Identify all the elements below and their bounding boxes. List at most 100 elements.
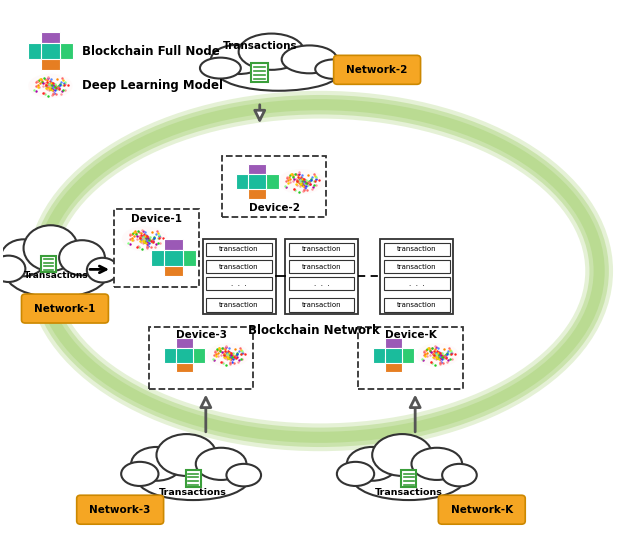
FancyBboxPatch shape (41, 43, 60, 59)
Ellipse shape (28, 74, 72, 98)
Ellipse shape (136, 456, 250, 500)
Ellipse shape (200, 57, 241, 79)
Ellipse shape (24, 225, 78, 271)
FancyBboxPatch shape (177, 249, 196, 266)
FancyBboxPatch shape (252, 63, 268, 82)
Ellipse shape (227, 464, 261, 486)
FancyBboxPatch shape (333, 55, 420, 85)
Text: Transactions: Transactions (223, 41, 297, 51)
FancyBboxPatch shape (206, 298, 272, 312)
Ellipse shape (372, 434, 432, 476)
Ellipse shape (442, 464, 477, 486)
Text: Device-K: Device-K (385, 331, 436, 340)
FancyBboxPatch shape (54, 43, 73, 59)
FancyBboxPatch shape (289, 277, 355, 291)
Text: Network-K: Network-K (451, 505, 513, 515)
FancyBboxPatch shape (236, 174, 254, 189)
FancyBboxPatch shape (206, 277, 272, 291)
FancyBboxPatch shape (41, 54, 60, 69)
FancyBboxPatch shape (380, 239, 453, 314)
Text: transaction: transaction (302, 302, 341, 308)
FancyBboxPatch shape (41, 256, 56, 272)
FancyBboxPatch shape (358, 327, 463, 389)
Ellipse shape (347, 447, 397, 481)
FancyBboxPatch shape (164, 260, 183, 276)
Text: Blockchain Network: Blockchain Network (248, 324, 380, 337)
FancyBboxPatch shape (203, 239, 276, 314)
Text: Deep Learning Model: Deep Learning Model (82, 80, 223, 93)
FancyBboxPatch shape (289, 243, 355, 256)
FancyBboxPatch shape (151, 249, 170, 266)
Text: .  .  .: . . . (314, 281, 330, 287)
Text: Blockchain Full Node: Blockchain Full Node (82, 44, 220, 57)
Ellipse shape (282, 46, 337, 73)
FancyBboxPatch shape (175, 347, 193, 363)
FancyBboxPatch shape (289, 260, 355, 273)
FancyBboxPatch shape (164, 239, 183, 255)
Ellipse shape (337, 462, 374, 486)
FancyBboxPatch shape (164, 347, 181, 363)
Text: .  .  .: . . . (231, 281, 247, 287)
FancyBboxPatch shape (285, 239, 358, 314)
FancyBboxPatch shape (248, 184, 266, 199)
Ellipse shape (207, 343, 250, 367)
FancyBboxPatch shape (438, 495, 525, 524)
Ellipse shape (131, 447, 182, 481)
Ellipse shape (278, 169, 324, 194)
Text: .  .  .: . . . (409, 281, 424, 287)
Ellipse shape (1, 240, 47, 276)
Text: transaction: transaction (397, 302, 436, 308)
Text: transaction: transaction (397, 263, 436, 269)
Ellipse shape (316, 60, 353, 79)
Text: transaction: transaction (220, 302, 259, 308)
FancyBboxPatch shape (384, 260, 449, 273)
Text: transaction: transaction (302, 263, 341, 269)
Ellipse shape (0, 256, 26, 282)
Ellipse shape (156, 434, 216, 476)
Ellipse shape (412, 448, 462, 480)
FancyBboxPatch shape (114, 209, 200, 287)
FancyBboxPatch shape (384, 298, 449, 312)
FancyBboxPatch shape (248, 174, 266, 189)
Ellipse shape (352, 456, 465, 500)
Ellipse shape (416, 343, 459, 367)
FancyBboxPatch shape (22, 294, 108, 323)
FancyBboxPatch shape (41, 33, 60, 48)
Text: Network-1: Network-1 (35, 304, 95, 314)
FancyBboxPatch shape (401, 470, 416, 487)
FancyBboxPatch shape (384, 243, 449, 256)
FancyBboxPatch shape (385, 357, 403, 372)
Text: transaction: transaction (220, 247, 259, 253)
Ellipse shape (196, 448, 246, 480)
FancyBboxPatch shape (385, 338, 403, 353)
Ellipse shape (87, 258, 118, 282)
Text: transaction: transaction (302, 247, 341, 253)
Text: Network-2: Network-2 (346, 65, 408, 75)
FancyBboxPatch shape (77, 495, 164, 524)
Text: Transactions: Transactions (24, 271, 89, 280)
FancyBboxPatch shape (385, 347, 403, 363)
Ellipse shape (122, 227, 168, 251)
Ellipse shape (6, 249, 108, 298)
FancyBboxPatch shape (373, 347, 390, 363)
Ellipse shape (121, 462, 159, 486)
Text: Transactions: Transactions (159, 487, 227, 496)
Ellipse shape (59, 240, 105, 275)
Ellipse shape (239, 34, 304, 70)
FancyBboxPatch shape (175, 338, 193, 353)
FancyBboxPatch shape (206, 243, 272, 256)
FancyBboxPatch shape (289, 298, 355, 312)
FancyBboxPatch shape (28, 43, 47, 59)
FancyBboxPatch shape (206, 260, 272, 273)
Ellipse shape (211, 45, 266, 74)
FancyBboxPatch shape (260, 174, 279, 189)
FancyBboxPatch shape (148, 327, 253, 389)
Ellipse shape (217, 53, 340, 91)
FancyBboxPatch shape (164, 249, 183, 266)
FancyBboxPatch shape (221, 156, 326, 217)
Text: Device-3: Device-3 (175, 331, 227, 340)
Text: Device-2: Device-2 (248, 203, 300, 212)
FancyBboxPatch shape (186, 470, 200, 487)
FancyBboxPatch shape (175, 357, 193, 372)
Text: transaction: transaction (220, 263, 259, 269)
